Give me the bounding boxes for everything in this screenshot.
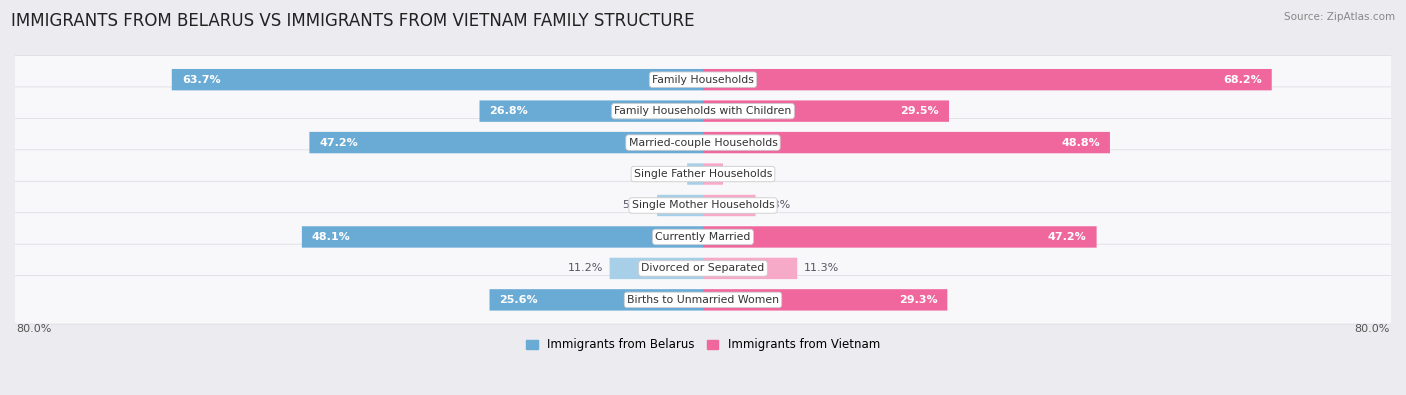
Legend: Immigrants from Belarus, Immigrants from Vietnam: Immigrants from Belarus, Immigrants from… (522, 334, 884, 356)
FancyBboxPatch shape (703, 258, 797, 279)
FancyBboxPatch shape (703, 100, 949, 122)
Text: IMMIGRANTS FROM BELARUS VS IMMIGRANTS FROM VIETNAM FAMILY STRUCTURE: IMMIGRANTS FROM BELARUS VS IMMIGRANTS FR… (11, 12, 695, 30)
Text: Family Households with Children: Family Households with Children (614, 106, 792, 116)
Text: 68.2%: 68.2% (1223, 75, 1261, 85)
Text: 63.7%: 63.7% (181, 75, 221, 85)
Text: Single Mother Households: Single Mother Households (631, 201, 775, 211)
Text: Source: ZipAtlas.com: Source: ZipAtlas.com (1284, 12, 1395, 22)
Text: Family Households: Family Households (652, 75, 754, 85)
Text: Currently Married: Currently Married (655, 232, 751, 242)
Text: Divorced or Separated: Divorced or Separated (641, 263, 765, 273)
FancyBboxPatch shape (13, 87, 1393, 135)
Text: 25.6%: 25.6% (499, 295, 538, 305)
Text: 5.5%: 5.5% (623, 201, 651, 211)
Text: 47.2%: 47.2% (1047, 232, 1087, 242)
FancyBboxPatch shape (703, 289, 948, 310)
FancyBboxPatch shape (172, 69, 703, 90)
Text: 48.1%: 48.1% (312, 232, 350, 242)
FancyBboxPatch shape (13, 150, 1393, 198)
Text: 29.5%: 29.5% (900, 106, 939, 116)
Text: 29.3%: 29.3% (898, 295, 938, 305)
FancyBboxPatch shape (703, 164, 723, 185)
FancyBboxPatch shape (657, 195, 703, 216)
FancyBboxPatch shape (688, 164, 703, 185)
FancyBboxPatch shape (13, 244, 1393, 293)
FancyBboxPatch shape (703, 226, 1097, 248)
FancyBboxPatch shape (13, 213, 1393, 261)
Text: 2.4%: 2.4% (730, 169, 758, 179)
FancyBboxPatch shape (703, 69, 1272, 90)
Text: Births to Unmarried Women: Births to Unmarried Women (627, 295, 779, 305)
FancyBboxPatch shape (13, 276, 1393, 324)
Text: 11.3%: 11.3% (804, 263, 839, 273)
FancyBboxPatch shape (13, 118, 1393, 167)
Text: 26.8%: 26.8% (489, 106, 529, 116)
FancyBboxPatch shape (703, 132, 1109, 153)
Text: 1.9%: 1.9% (652, 169, 681, 179)
Text: 80.0%: 80.0% (1354, 324, 1389, 334)
FancyBboxPatch shape (610, 258, 703, 279)
Text: Married-couple Households: Married-couple Households (628, 137, 778, 148)
Text: 11.2%: 11.2% (568, 263, 603, 273)
FancyBboxPatch shape (302, 226, 703, 248)
Text: 6.3%: 6.3% (762, 201, 790, 211)
FancyBboxPatch shape (489, 289, 703, 310)
Text: Single Father Households: Single Father Households (634, 169, 772, 179)
FancyBboxPatch shape (13, 55, 1393, 104)
Text: 47.2%: 47.2% (319, 137, 359, 148)
Text: 80.0%: 80.0% (17, 324, 52, 334)
Text: 48.8%: 48.8% (1062, 137, 1099, 148)
FancyBboxPatch shape (479, 100, 703, 122)
FancyBboxPatch shape (13, 181, 1393, 230)
FancyBboxPatch shape (309, 132, 703, 153)
FancyBboxPatch shape (703, 195, 755, 216)
